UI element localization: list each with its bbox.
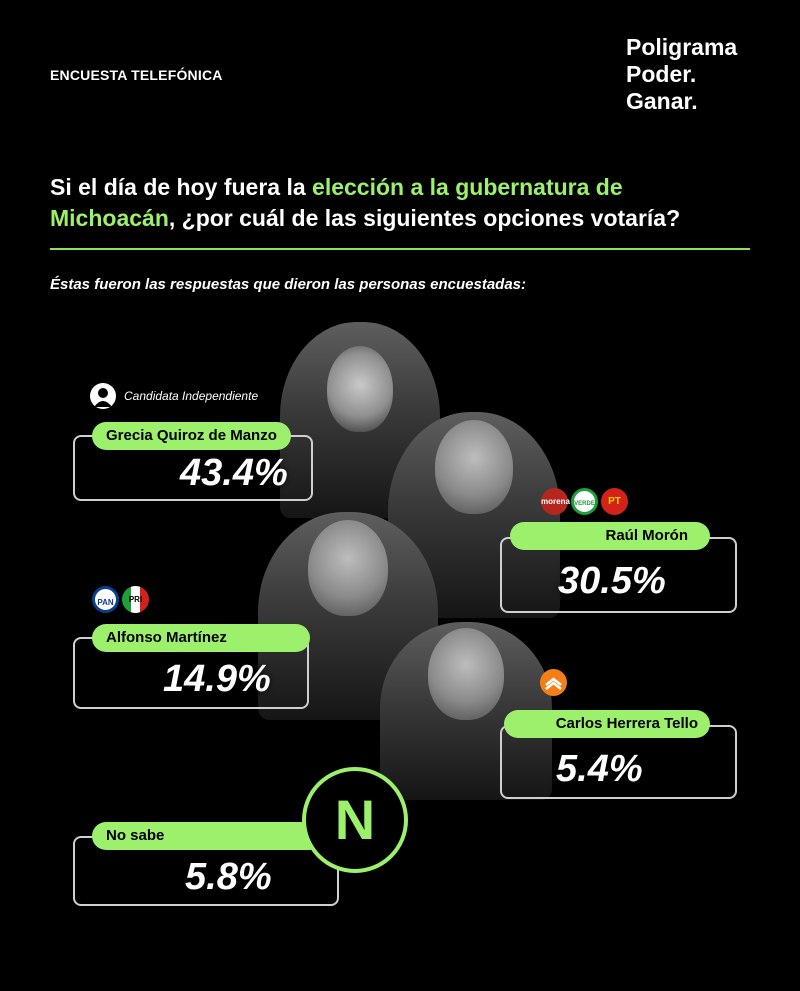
question-highlight: elección a la gubernatura de Michoacán — [50, 174, 623, 231]
candidate-name-raul: Raúl Morón — [510, 522, 710, 550]
pri-logo-icon: PRI — [122, 586, 149, 613]
survey-question: Si el día de hoy fuera la elección a la … — [50, 172, 740, 234]
morena-logo-icon: morena — [541, 488, 570, 515]
candidate-name-no-sabe: No sabe — [92, 822, 324, 850]
divider — [50, 248, 750, 250]
brand-line-1: Poligrama — [626, 34, 738, 60]
candidate-name-carlos: Carlos Herrera Tello — [504, 710, 710, 738]
subtitle: Éstas fueron las respuestas que dieron l… — [50, 276, 527, 293]
pt-logo-icon: PT — [601, 488, 628, 515]
chart-value-alfonso: 14.9% — [163, 658, 271, 700]
brand-line-3: Ganar. — [626, 88, 698, 114]
brand-line-2: Poder. — [626, 61, 697, 87]
question-part-2: , ¿por cuál de las siguientes opciones v… — [168, 205, 681, 231]
candidate-photo-alfonso — [258, 512, 438, 720]
pan-logo-icon: PAN — [92, 586, 119, 613]
candidate-tag: Candidata Independiente — [124, 389, 259, 403]
candidate-name-alfonso: Alfonso Martínez — [92, 624, 310, 652]
independent-tag: Candidata Independiente — [90, 383, 258, 409]
chart-value-carlos: 5.4% — [556, 748, 643, 790]
mc-logo-icon — [540, 669, 567, 696]
chart-value-grecia: 43.4% — [180, 452, 288, 494]
candidate-name-grecia: Grecia Quiroz de Manzo — [92, 422, 291, 450]
survey-type-label: ENCUESTA TELEFÓNICA — [50, 67, 223, 83]
user-icon — [90, 383, 116, 409]
brand-logo: Poligrama Poder. Ganar. — [626, 34, 737, 115]
pvem-logo-icon: VERDE — [571, 488, 598, 515]
question-part-1: Si el día de hoy fuera la — [50, 174, 313, 200]
chart-value-no-sabe: 5.8% — [185, 856, 272, 898]
chart-value-raul: 30.5% — [558, 560, 666, 602]
no-sabe-badge-icon: N — [302, 767, 408, 873]
